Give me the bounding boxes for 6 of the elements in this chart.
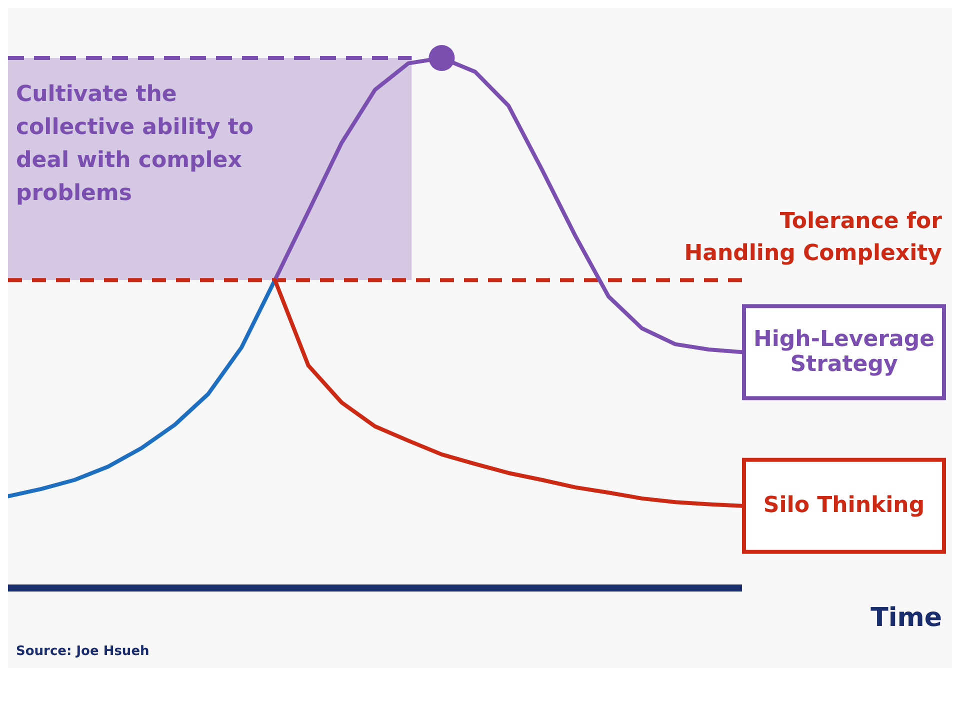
series-label: Silo Thinking bbox=[762, 492, 926, 520]
x-axis-title: Time bbox=[870, 603, 942, 633]
source-note: Source: Joe Hsueh bbox=[16, 644, 150, 659]
band-label: Cultivate the collective ability to deal with complex problems bbox=[16, 81, 255, 208]
ref-line-label: Tolerance for Handling Complexity bbox=[683, 208, 942, 268]
series-label: High-Leverage Strategy bbox=[752, 326, 936, 380]
